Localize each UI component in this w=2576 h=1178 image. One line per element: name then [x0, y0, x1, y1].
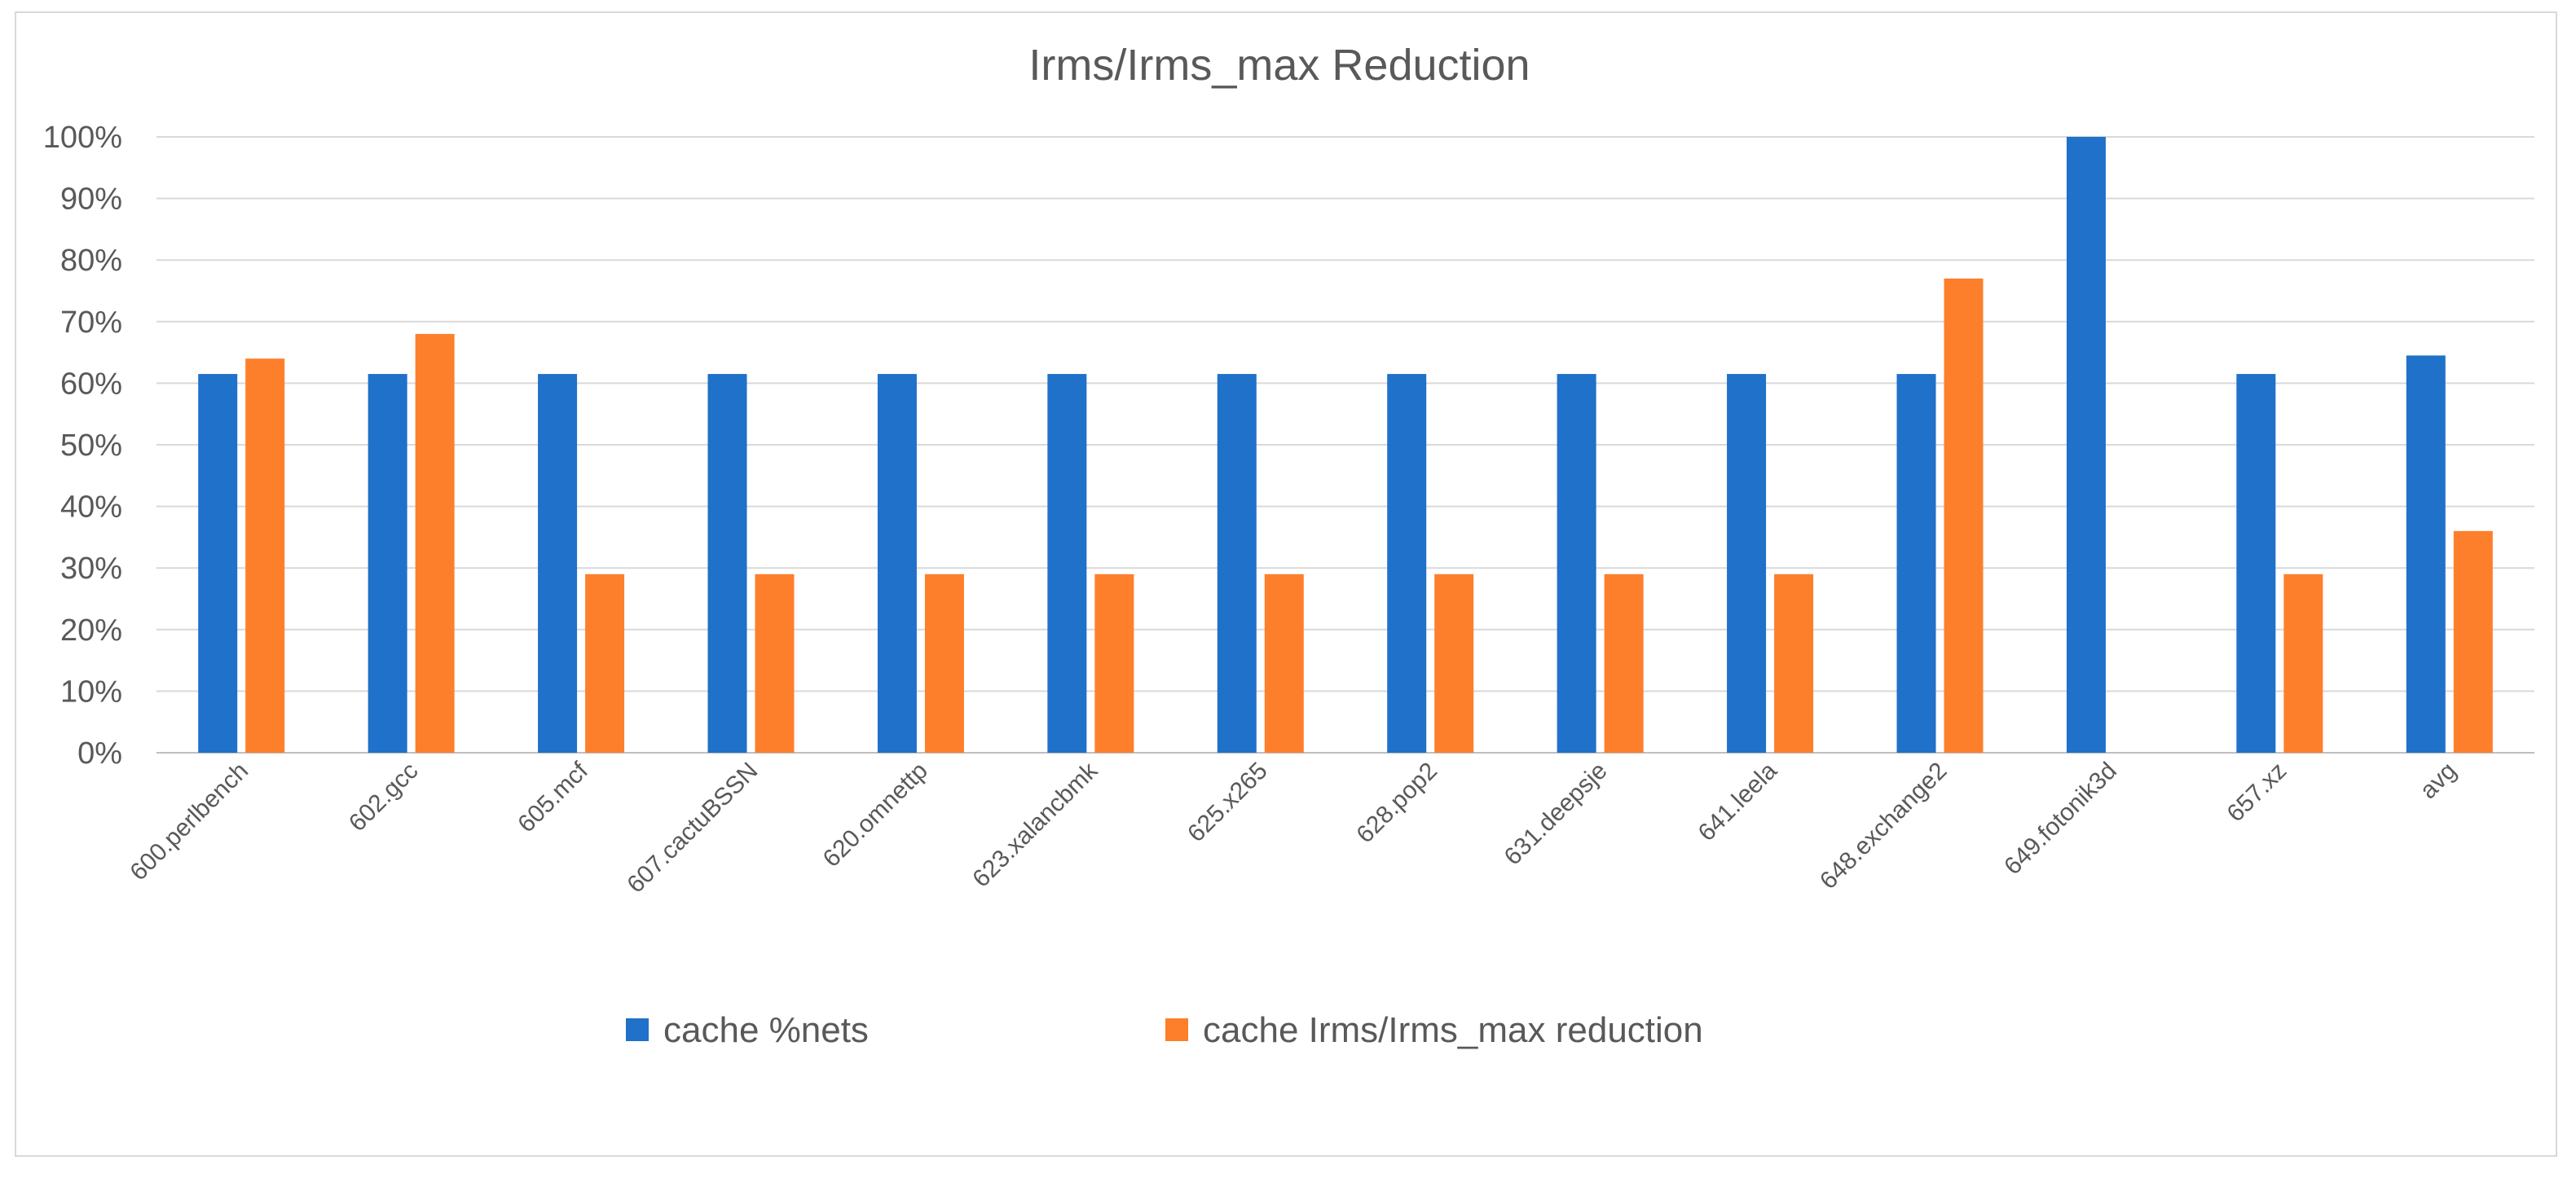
- bar-cache-nets: [1557, 374, 1596, 753]
- bar-cache-reduction: [2283, 574, 2323, 753]
- bars: [198, 137, 2493, 753]
- bar-cache-reduction: [1944, 278, 1984, 753]
- legend: cache %nets cache Irms/Irms_max reductio…: [626, 1010, 1703, 1050]
- legend-swatch-cache-reduction: [1165, 1018, 1188, 1041]
- x-tick-label: 631.deepsje: [1499, 758, 1613, 871]
- y-tick-label: 60%: [60, 367, 122, 401]
- y-tick-label: 10%: [60, 675, 122, 709]
- x-tick-label: 602.gcc: [344, 758, 424, 837]
- y-tick-label: 20%: [60, 613, 122, 648]
- gridlines: [156, 136, 2534, 754]
- bar-cache-reduction: [1774, 574, 1814, 753]
- y-axis-ticks: 0% 10% 20% 30% 40% 50% 60% 70% 80% 90% 100%: [43, 121, 122, 771]
- bar-cache-nets: [2066, 137, 2106, 753]
- y-tick-label: 70%: [60, 305, 122, 340]
- bar-cache-reduction: [585, 574, 625, 753]
- bar-cache-reduction: [415, 333, 455, 753]
- y-tick-label: 100%: [43, 121, 122, 155]
- x-tick-label: 628.pop2: [1351, 758, 1442, 849]
- y-tick-label: 90%: [60, 182, 122, 217]
- bar-cache-nets: [1387, 374, 1427, 753]
- x-tick-label: 657.xz: [2222, 758, 2292, 828]
- bar-cache-reduction: [2453, 530, 2493, 753]
- bar-cache-nets: [2406, 355, 2446, 753]
- bar-cache-reduction: [924, 574, 964, 753]
- legend-label-cache-nets: cache %nets: [663, 1010, 869, 1050]
- bar-cache-reduction: [1604, 574, 1644, 753]
- x-tick-label: 649.fotonik3d: [1999, 758, 2122, 881]
- x-tick-label: 607.cactuBSSN: [622, 758, 763, 899]
- bar-cache-nets: [1896, 374, 1936, 753]
- x-tick-label: 623.xalancbmk: [967, 757, 1103, 893]
- x-tick-label: 600.perlbench: [125, 758, 253, 886]
- bar-cache-nets: [877, 374, 917, 753]
- bar-cache-reduction: [1434, 574, 1474, 753]
- x-axis-ticks: 600.perlbench 602.gcc 605.mcf 607.cactuBSSN…: [125, 757, 2461, 899]
- bar-cache-nets: [538, 374, 578, 753]
- x-tick-label: 648.exchange2: [1815, 758, 1952, 894]
- x-tick-label: 625.x265: [1182, 758, 1273, 848]
- bar-cache-reduction: [245, 358, 285, 753]
- x-tick-label: 641.leela: [1693, 757, 1783, 846]
- bar-cache-nets: [1217, 374, 1257, 753]
- bar-cache-nets: [1727, 374, 1767, 753]
- chart-title: Irms/Irms_max Reduction: [1028, 41, 1530, 90]
- bar-cache-reduction: [1094, 574, 1134, 753]
- x-tick-label: 605.mcf: [513, 757, 593, 837]
- y-tick-label: 30%: [60, 552, 122, 586]
- y-tick-label: 80%: [60, 244, 122, 278]
- y-tick-label: 50%: [60, 429, 122, 463]
- legend-swatch-cache-nets: [626, 1018, 649, 1041]
- bar-cache-nets: [198, 374, 238, 753]
- bar-cache-reduction: [755, 574, 795, 753]
- bar-cache-nets: [707, 374, 747, 753]
- bar-cache-reduction: [1264, 574, 1304, 753]
- y-tick-label: 0%: [77, 736, 122, 771]
- x-tick-label: 620.omnettp: [818, 758, 933, 873]
- legend-label-cache-reduction: cache Irms/Irms_max reduction: [1203, 1010, 1703, 1050]
- bar-cache-nets: [2236, 374, 2276, 753]
- x-tick-label: avg: [2415, 758, 2462, 805]
- bar-cache-nets: [368, 374, 407, 753]
- y-tick-label: 40%: [60, 490, 122, 525]
- bar-cache-nets: [1047, 374, 1087, 753]
